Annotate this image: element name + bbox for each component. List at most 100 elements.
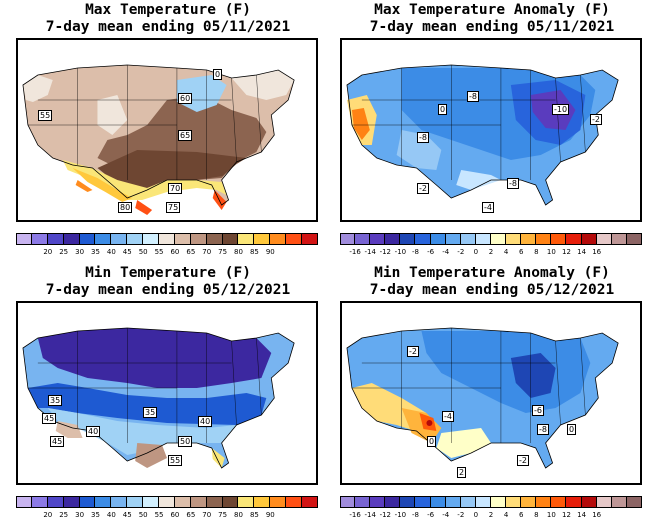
colorbar-swatch (143, 233, 160, 245)
colorbar-swatch (79, 496, 96, 508)
colorbar-swatch (536, 233, 552, 245)
colorbar-swatch (47, 496, 64, 508)
colorbar-tick-label: 20 (43, 248, 53, 256)
colorbar-swatch (270, 496, 287, 508)
colorbar-tick-label: -12 (379, 511, 392, 519)
colorbar-swatch (174, 496, 191, 508)
panel-title: Min Temperature Anomaly (F) (374, 265, 610, 281)
panel-max-temperature: Max Temperature (F) 7-day mean ending 05… (8, 0, 328, 258)
colorbar-tick-label: 40 (106, 248, 116, 256)
colorbar-swatch (430, 233, 446, 245)
colorbar-tick-label: 8 (534, 248, 539, 256)
colorbar-swatch (430, 496, 446, 508)
colorbar-tick-label: 45 (122, 511, 132, 519)
colorbar-swatch (475, 233, 491, 245)
min-temperature-anomaly-colorbar (340, 496, 642, 508)
colorbar-swatch (238, 496, 255, 508)
colorbar-tick-label: 55 (154, 248, 164, 256)
max-temperature-colorbar (16, 233, 318, 245)
colorbar-swatch (143, 496, 160, 508)
contour-label: 0 (567, 423, 577, 435)
contour-label: -8 (467, 91, 479, 103)
contour-label: 55 (38, 109, 53, 121)
colorbar-tick-label: 85 (249, 248, 259, 256)
colorbar-swatch (16, 496, 32, 508)
colorbar-tick-label: -6 (427, 248, 435, 256)
colorbar-swatch (596, 233, 612, 245)
contour-label: 40 (86, 425, 101, 437)
colorbar-swatch (254, 496, 271, 508)
panel-max-temperature-anomaly: Max Temperature Anomaly (F) 7-day mean e… (332, 0, 652, 258)
colorbar-swatch (626, 233, 642, 245)
max-temperature-anomaly-map: -8 -10 -8 -8 -2 -4 -2 0 (340, 38, 642, 222)
panel-subtitle: 7-day mean ending 05/11/2021 (45, 19, 291, 35)
colorbar-swatch (95, 233, 112, 245)
colorbar-tick-label: 10 (546, 248, 556, 256)
colorbar-swatch (415, 233, 431, 245)
contour-label: 35 (143, 407, 158, 419)
colorbar-tick-label: 60 (170, 248, 180, 256)
colorbar-swatch (626, 496, 642, 508)
colorbar-tick-label: 65 (186, 511, 196, 519)
contour-label: -8 (507, 178, 519, 190)
colorbar-swatch (566, 233, 582, 245)
colorbar-tick-label: 14 (577, 248, 587, 256)
min-temperature-anomaly-colorbar-ticks: -16 -14 -12 -10 -8 -6 -4 -2 0 2 4 6 8 10 12 14 16 (340, 511, 642, 521)
colorbar-tick-label: 0 (473, 511, 479, 519)
colorbar-swatch (16, 233, 32, 245)
colorbar-swatch (475, 496, 491, 508)
colorbar-swatch (506, 496, 522, 508)
colorbar-swatch (286, 233, 303, 245)
colorbar-swatch (370, 496, 386, 508)
panel-subtitle: 7-day mean ending 05/12/2021 (45, 282, 291, 298)
colorbar-swatch (31, 496, 48, 508)
colorbar-swatch (206, 496, 223, 508)
min-temperature-colorbar-ticks: 20 25 30 35 40 45 50 55 60 65 70 75 80 85 90 (16, 511, 318, 521)
colorbar-tick-label: 6 (518, 248, 524, 256)
colorbar-swatch (460, 233, 476, 245)
colorbar-swatch (611, 496, 627, 508)
colorbar-tick-label: 80 (234, 511, 243, 519)
contour-label: -2 (407, 346, 419, 358)
colorbar-tick-label: -4 (442, 248, 450, 256)
colorbar-tick-label: 25 (59, 511, 69, 519)
colorbar-tick-label: 12 (562, 511, 571, 519)
panel-min-temperature: Min Temperature (F) 7-day mean ending 05… (8, 263, 328, 521)
colorbar-swatch (551, 233, 567, 245)
colorbar-tick-label: 2 (488, 511, 494, 519)
colorbar-tick-label: 75 (218, 511, 228, 519)
colorbar-swatch (611, 233, 627, 245)
contour-label: 45 (50, 436, 65, 448)
colorbar-swatch (302, 233, 318, 245)
contour-label: 60 (178, 93, 193, 105)
colorbar-tick-label: -10 (394, 248, 407, 256)
colorbar-tick-label: 30 (75, 511, 85, 519)
contour-label: 40 (198, 415, 213, 427)
colorbar-tick-label: 60 (170, 511, 180, 519)
colorbar-tick-label: -2 (457, 248, 465, 256)
contour-label: 80 (118, 201, 133, 213)
panel-subtitle: 7-day mean ending 05/12/2021 (369, 282, 615, 298)
panel-min-temperature-anomaly: Min Temperature Anomaly (F) 7-day mean e… (332, 263, 652, 521)
colorbar-tick-label: -8 (412, 511, 419, 519)
colorbar-swatch (536, 496, 552, 508)
contour-label: 75 (166, 201, 181, 213)
colorbar-tick-label: 4 (503, 248, 509, 256)
colorbar-tick-label: 8 (534, 511, 539, 519)
contour-label: -2 (590, 113, 602, 125)
colorbar-tick-label: 35 (91, 511, 100, 519)
colorbar-swatch (302, 496, 318, 508)
colorbar-tick-label: 35 (91, 248, 100, 256)
colorbar-swatch (63, 233, 80, 245)
colorbar-swatch (506, 233, 522, 245)
contour-label: -4 (482, 201, 494, 213)
colorbar-tick-label: 16 (592, 248, 602, 256)
colorbar-swatch (190, 233, 207, 245)
colorbar-swatch (581, 496, 597, 508)
contour-label: -4 (442, 410, 454, 422)
colorbar-swatch (206, 233, 223, 245)
colorbar-swatch (355, 496, 371, 508)
colorbar-tick-label: 10 (546, 511, 556, 519)
min-temperature-colorbar (16, 496, 318, 508)
max-temperature-anomaly-colorbar-ticks: -16 -14 -12 -10 -8 -6 -4 -2 0 2 4 6 8 10 12 14 16 (340, 248, 642, 258)
